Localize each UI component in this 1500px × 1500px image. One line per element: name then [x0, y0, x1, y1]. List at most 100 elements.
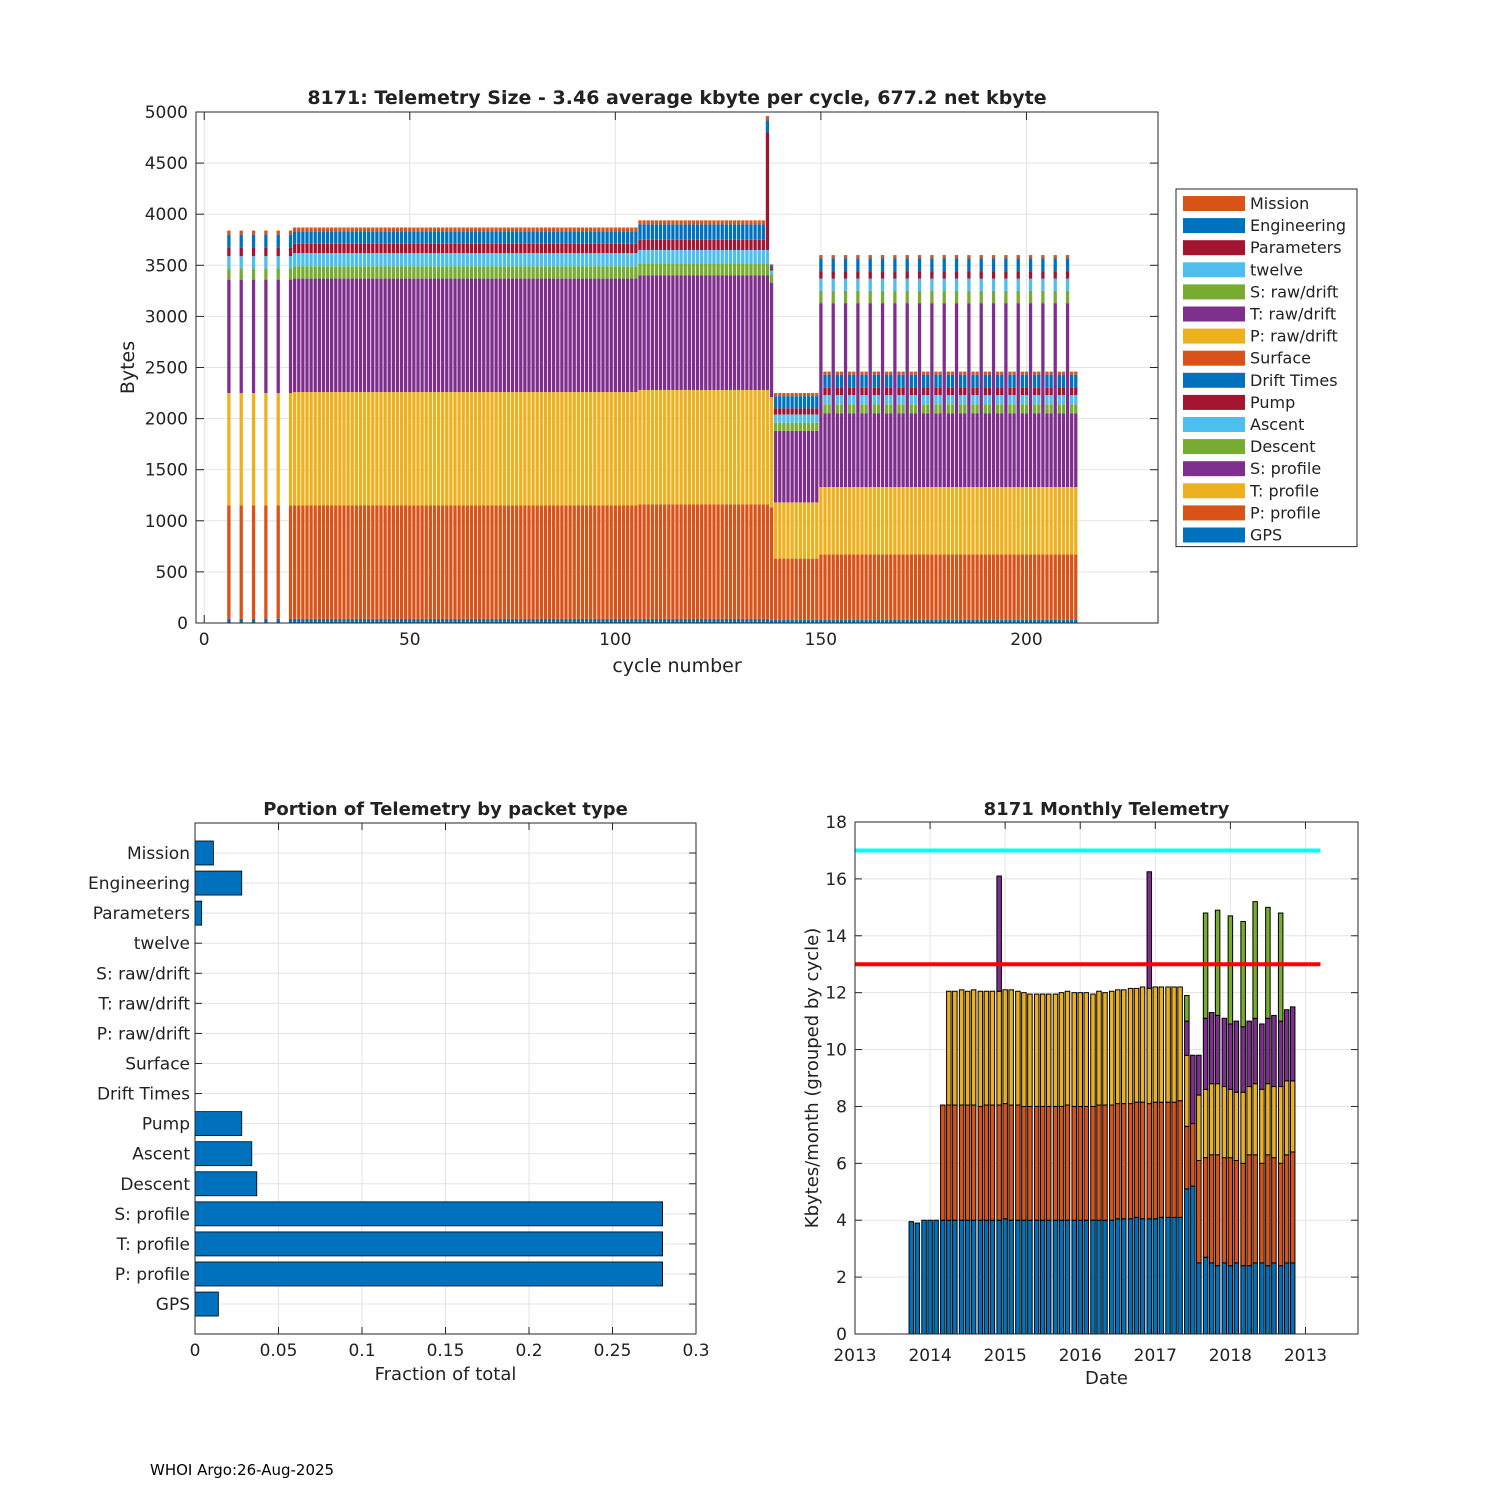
bar-segment — [531, 253, 535, 267]
bar-segment — [1020, 619, 1024, 623]
bar-segment — [728, 224, 733, 240]
bar-segment — [387, 505, 391, 619]
bar-segment — [506, 392, 511, 506]
bar-segment — [1053, 303, 1057, 488]
bar-segment — [510, 227, 515, 232]
bar-segment — [642, 263, 646, 276]
bar-segment — [564, 253, 568, 267]
bar-segment — [700, 618, 704, 623]
bar-segment — [535, 278, 539, 393]
bar-segment — [626, 231, 630, 244]
bar-segment — [1277, 1265, 1284, 1335]
bar-segment — [765, 263, 770, 276]
bar-segment — [741, 263, 745, 276]
bar-segment — [716, 263, 720, 276]
bar-segment — [839, 374, 844, 388]
bar-segment — [901, 413, 905, 488]
bar-segment — [1109, 1104, 1115, 1221]
bar-segment — [913, 395, 918, 405]
bar-segment — [979, 290, 983, 304]
bar-segment — [959, 371, 963, 375]
bar-segment — [552, 231, 556, 244]
bar-segment — [1000, 371, 1004, 375]
bar-segment — [613, 618, 617, 623]
y-tick-label: 0 — [177, 614, 188, 634]
bar-segment — [325, 266, 330, 279]
bar-segment — [954, 271, 959, 279]
bar-segment — [642, 239, 646, 250]
bar-segment — [589, 266, 593, 279]
bar-segment — [848, 395, 852, 405]
bar-segment — [473, 253, 478, 267]
bar-segment — [465, 505, 469, 619]
bar-segment — [486, 505, 490, 619]
bar-segment — [1070, 619, 1074, 623]
bar-segment — [408, 618, 412, 623]
bar-segment — [852, 487, 856, 555]
bar-segment — [387, 243, 391, 254]
monthly-chart: 2013 2014 2015 2016 2017 2018 2013024681012141… — [802, 799, 1359, 1389]
y-tick-label: 8 — [836, 1097, 847, 1117]
bar-segment — [905, 619, 909, 623]
bar-segment — [675, 220, 679, 225]
y-tick-label: 10 — [825, 1041, 847, 1061]
bar-segment — [811, 414, 815, 423]
bar-segment — [428, 266, 432, 279]
bar-segment — [831, 258, 835, 272]
bar-segment — [885, 371, 889, 375]
bar-segment — [1061, 371, 1066, 375]
bar-segment — [996, 371, 1000, 375]
bar-segment — [864, 395, 868, 405]
y-category-label: Surface — [125, 1054, 190, 1074]
bar-segment — [350, 278, 354, 393]
bar-segment — [288, 393, 293, 506]
bar-segment — [753, 389, 757, 505]
bar-segment — [576, 253, 580, 267]
bar-segment — [515, 243, 519, 254]
bar-segment — [1027, 1219, 1033, 1335]
bar-segment — [930, 619, 934, 623]
bar-segment — [346, 505, 350, 619]
bar-segment — [276, 393, 280, 506]
bar-segment — [589, 392, 593, 506]
bar-segment — [741, 239, 745, 250]
bar-segment — [996, 619, 1000, 623]
legend-swatch — [1183, 372, 1245, 388]
bar-segment — [276, 268, 280, 280]
bar-segment — [654, 224, 659, 240]
bar-segment — [909, 371, 913, 375]
bar-segment — [301, 243, 305, 254]
bar-segment — [420, 231, 424, 244]
y-category-label: Engineering — [88, 874, 190, 894]
bar-segment — [584, 392, 589, 506]
bar-segment — [926, 487, 930, 555]
bar-segment — [732, 389, 737, 505]
bar-segment — [852, 371, 856, 375]
bar-segment — [1074, 404, 1078, 414]
bar-segment — [889, 619, 893, 623]
bar-segment — [367, 231, 371, 244]
bar-segment — [963, 387, 967, 396]
bar-segment — [264, 256, 268, 269]
bar-segment — [519, 278, 523, 393]
bar-segment — [938, 487, 942, 555]
bar-segment — [387, 392, 391, 506]
bar-segment — [860, 387, 864, 396]
bar-segment — [1208, 1154, 1215, 1264]
bar-segment — [391, 618, 395, 623]
bar-segment — [556, 278, 560, 393]
bar-segment — [634, 278, 638, 393]
bar-segment — [436, 392, 441, 506]
bar-segment — [638, 389, 642, 505]
bar-segment — [926, 413, 930, 488]
bar-segment — [654, 220, 659, 225]
bar-segment — [917, 258, 922, 272]
bar-segment — [1000, 404, 1004, 414]
bar-segment — [691, 239, 696, 250]
bar-segment — [1077, 992, 1083, 1107]
bar-segment — [408, 227, 412, 232]
bar-segment — [362, 253, 367, 267]
portion-chart: 0 0.05 0.1 0.15 0.2 0.25 0.3MissionEngineering… — [88, 799, 710, 1385]
bar-segment — [934, 554, 938, 620]
bar-segment — [712, 275, 716, 390]
